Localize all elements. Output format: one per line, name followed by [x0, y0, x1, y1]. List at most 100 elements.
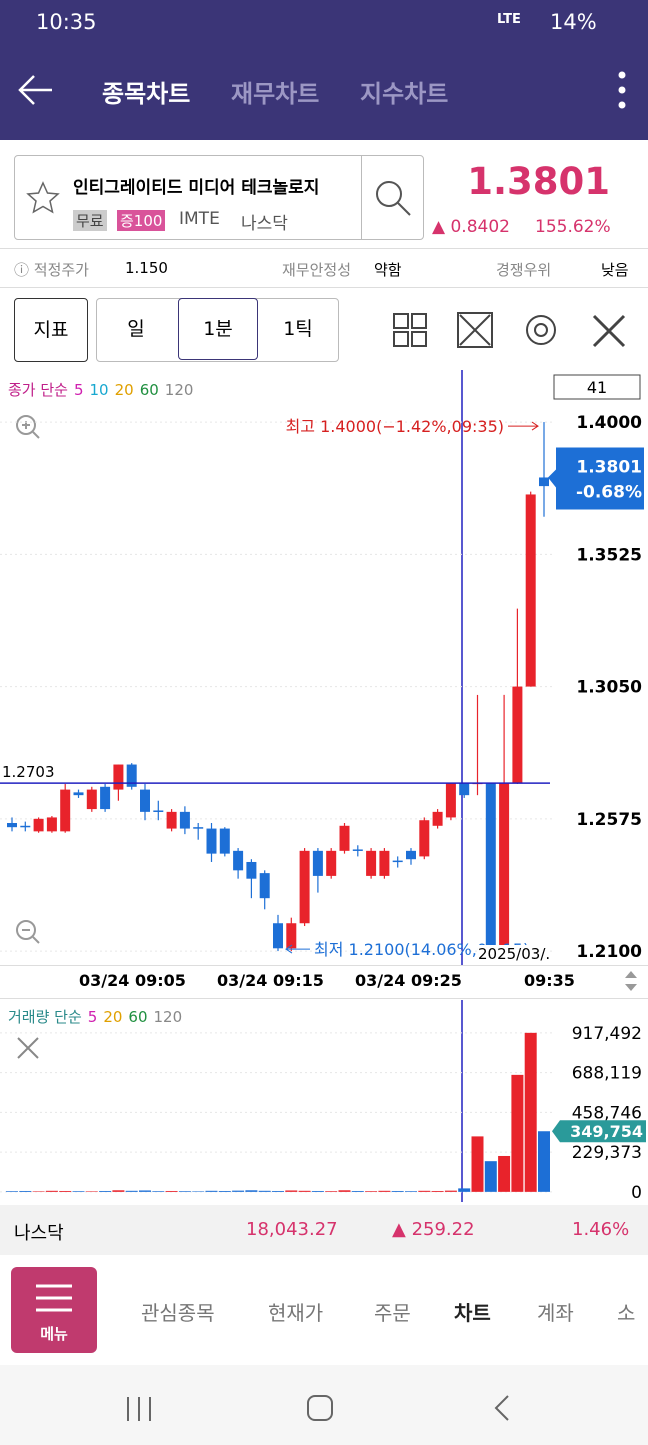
chart-tools	[393, 312, 626, 348]
divider	[361, 156, 362, 239]
legend-title: 거래량 단순	[8, 1008, 82, 1026]
search-icon[interactable]	[373, 178, 413, 218]
app-header: 10:35 LTE 14% 종목차트 재무차트 지수차트	[0, 0, 648, 140]
market: 나스닥	[241, 214, 288, 234]
period-button[interactable]: 1분	[178, 298, 258, 360]
volume-bar	[139, 1190, 151, 1192]
candle-body	[445, 782, 456, 818]
y-tick-label: 688,119	[572, 1064, 642, 1084]
volume-bar	[498, 1155, 511, 1192]
nav-item[interactable]: 소	[617, 1301, 636, 1325]
current-pct-label: -0.68%	[576, 482, 642, 502]
volume-bar	[311, 1190, 324, 1192]
candle-body	[326, 850, 337, 876]
current-price-label: 1.3801	[576, 457, 642, 477]
volume-bar	[85, 1191, 98, 1192]
favorite-star[interactable]	[25, 180, 61, 216]
legend: 거래량 단순 5 20 60 120	[8, 1008, 182, 1026]
candle-body	[20, 825, 31, 828]
y-tick-label: 1.2100	[576, 942, 642, 962]
nav-item[interactable]: 차트	[454, 1301, 491, 1325]
candle-body	[153, 810, 164, 812]
close-icon[interactable]	[17, 1037, 39, 1059]
nav-item[interactable]: 관심종목	[141, 1301, 215, 1325]
nav-item[interactable]: 주문	[374, 1301, 411, 1325]
crosshair-date: 2025/03/.	[478, 945, 551, 963]
volume-bar	[218, 1190, 231, 1192]
candle-body	[525, 494, 536, 687]
info-label: 경쟁우위	[496, 261, 552, 279]
y-tick-label: 0	[631, 1183, 642, 1202]
system-nav	[0, 1365, 648, 1445]
layout-icon[interactable]	[393, 313, 427, 347]
candle-body	[140, 789, 150, 812]
candle-body	[60, 789, 71, 832]
x-tick-label: 09:35	[524, 971, 575, 990]
indicator-button[interactable]: 지표	[14, 298, 88, 362]
nav-item[interactable]: 계좌	[537, 1301, 574, 1325]
tab[interactable]: 종목차트	[102, 80, 191, 108]
scroll-arrows[interactable]	[622, 968, 640, 994]
price-change: ▲ 0.8402	[432, 217, 510, 237]
volume-bar	[112, 1190, 125, 1192]
x-tick-label: 03/24 09:15	[217, 971, 324, 990]
tools-icon[interactable]	[592, 314, 626, 348]
volume-bar	[72, 1191, 85, 1192]
status-battery: 14%	[550, 10, 597, 34]
candle-body	[352, 849, 363, 851]
bottom-nav: 메뉴 관심종목 현재가 주문 차트 계좌 소	[0, 1255, 648, 1365]
volume-bar	[152, 1191, 165, 1192]
volume-bar	[391, 1190, 404, 1192]
tab[interactable]: 지수차트	[360, 80, 449, 108]
x-tick-label: 03/24 09:05	[79, 971, 186, 990]
period-button[interactable]: 일	[127, 318, 145, 340]
info-label: 적정주가	[33, 261, 89, 279]
volume-bar	[125, 1190, 138, 1192]
price-change-pct: 155.62%	[535, 217, 611, 237]
tab[interactable]: 재무차트	[231, 80, 320, 108]
y-tick-label: 229,373	[572, 1143, 642, 1163]
system-nav-icons[interactable]	[0, 1365, 648, 1445]
low-label: 최저 1.2100(14.06%,09:15)	[314, 940, 529, 959]
zoom-in-icon[interactable]	[16, 415, 40, 439]
back-button[interactable]	[16, 72, 56, 108]
volume-bar	[471, 1136, 484, 1192]
legend-title: 종가 단순	[8, 381, 68, 399]
candle-body	[339, 825, 350, 851]
settings-icon[interactable]	[526, 315, 556, 345]
expand-icon[interactable]	[457, 312, 493, 348]
candle-body	[126, 764, 137, 787]
volume-bar	[538, 1131, 550, 1192]
volume-bar	[285, 1190, 298, 1192]
status-time: 10:35	[36, 10, 97, 34]
candle-body	[379, 850, 390, 876]
volume-bar	[19, 1190, 32, 1192]
period-button[interactable]: 1틱	[283, 318, 313, 340]
candle-body	[512, 686, 523, 783]
menu-label: 메뉴	[40, 1325, 68, 1343]
stock-name: 인티그레이티드 미디어 테크놀로지	[73, 178, 320, 198]
nav-item[interactable]: 현재가	[268, 1301, 324, 1325]
candle-body	[246, 861, 257, 879]
volume-bar	[484, 1161, 497, 1192]
volume-bar	[431, 1190, 444, 1192]
current-price-box	[548, 447, 644, 510]
legend-item: 120	[165, 381, 194, 399]
candle-body	[539, 477, 549, 487]
candle-body	[33, 818, 44, 832]
zoom-out-icon[interactable]	[16, 920, 40, 944]
more-button[interactable]	[612, 70, 632, 110]
volume-bar	[524, 1032, 537, 1192]
volume-bar	[165, 1190, 178, 1192]
candle-body	[312, 850, 323, 876]
stock-search-box[interactable]: 인티그레이티드 미디어 테크놀로지 무료 증100 IMTE 나스닥	[14, 155, 424, 240]
current-price: 1.3801	[467, 160, 610, 203]
candle-body	[86, 789, 97, 810]
volume-bar	[418, 1190, 431, 1192]
menu-button[interactable]: 메뉴	[11, 1267, 97, 1353]
candle-body	[366, 850, 377, 876]
market-change: ▲ 259.22	[392, 1219, 475, 1240]
volume-bar	[99, 1190, 112, 1192]
x-axis	[0, 965, 648, 999]
